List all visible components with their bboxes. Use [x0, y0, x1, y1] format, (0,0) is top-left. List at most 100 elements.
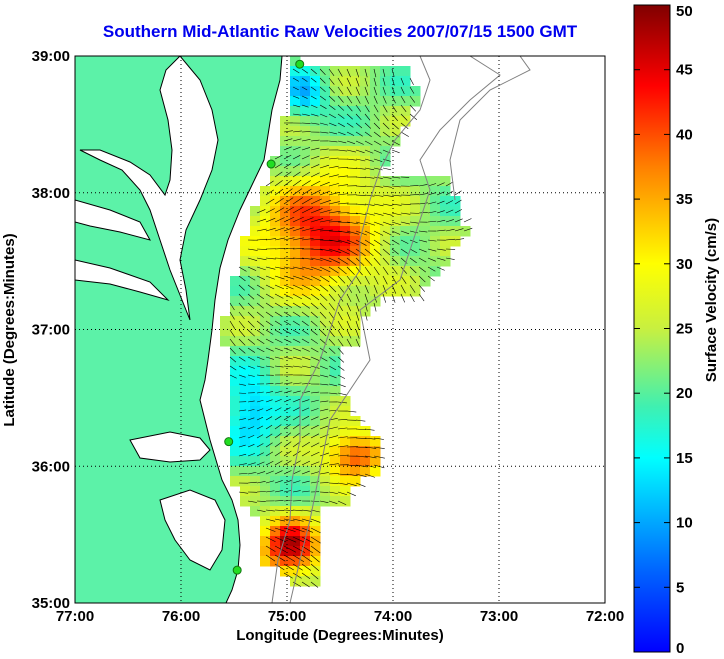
station-marker — [266, 159, 276, 169]
velocity-cell — [360, 466, 371, 477]
velocity-cell — [290, 366, 301, 377]
velocity-cell — [390, 136, 401, 147]
velocity-cell — [310, 116, 321, 127]
velocity-cell — [260, 356, 271, 367]
velocity-vector — [265, 257, 276, 260]
velocity-vector — [283, 320, 292, 326]
velocity-cell — [310, 106, 321, 117]
velocity-vector — [454, 199, 462, 205]
velocity-cell — [330, 96, 341, 107]
velocity-cell — [240, 466, 251, 477]
velocity-cell — [310, 436, 321, 447]
velocity-cell — [270, 376, 281, 387]
velocity-vector — [301, 424, 310, 430]
velocity-cell — [400, 96, 411, 107]
velocity-vector — [454, 209, 463, 214]
velocity-vector — [274, 509, 285, 511]
velocity-vector — [346, 266, 355, 275]
velocity-vector — [373, 122, 381, 130]
velocity-vector — [400, 86, 405, 95]
velocity-vector — [364, 464, 377, 468]
velocity-cell — [340, 266, 351, 277]
delmarva-peninsula — [75, 56, 283, 603]
velocity-vector — [355, 329, 360, 339]
velocity-cell — [320, 226, 331, 237]
velocity-vector — [409, 221, 419, 224]
velocity-vector — [418, 202, 428, 205]
velocity-cell — [330, 376, 341, 387]
velocity-vector — [355, 122, 363, 129]
velocity-vector — [319, 248, 333, 252]
velocity-cell — [300, 426, 311, 437]
velocity-vector — [328, 275, 338, 283]
velocity-cell — [280, 406, 291, 417]
velocity-vector — [247, 275, 256, 281]
velocity-vector — [301, 197, 313, 205]
velocity-vector — [400, 221, 410, 225]
velocity-vector — [391, 104, 397, 113]
velocity-vector — [364, 149, 374, 154]
velocity-vector — [328, 210, 341, 214]
velocity-cell — [250, 426, 261, 437]
x-tick-label: 77:00 — [56, 608, 94, 625]
velocity-cell — [280, 226, 291, 237]
velocity-vector — [265, 320, 274, 327]
velocity-cell — [390, 216, 401, 227]
velocity-cell — [450, 196, 461, 207]
velocity-cell — [230, 306, 241, 317]
velocity-vector — [400, 104, 407, 113]
velocity-vector — [301, 407, 310, 412]
velocity-vector — [301, 86, 308, 91]
velocity-vector — [373, 104, 379, 113]
velocity-vector — [382, 230, 392, 236]
velocity-cell — [290, 106, 301, 117]
velocity-cell — [250, 336, 261, 347]
velocity-vector — [274, 247, 286, 250]
velocity-cell — [250, 296, 261, 307]
velocity-cell — [410, 266, 421, 277]
velocity-vector — [238, 275, 246, 282]
velocity-cell — [350, 186, 361, 197]
velocity-cell — [400, 216, 411, 227]
velocity-vector — [292, 257, 304, 260]
velocity-cell — [320, 476, 331, 487]
velocity-cell — [270, 246, 281, 257]
velocity-cell — [340, 456, 351, 467]
velocity-cell — [230, 426, 241, 437]
velocity-vector — [292, 320, 300, 326]
velocity-vector — [265, 451, 274, 457]
velocity-vector — [310, 338, 318, 344]
velocity-vector — [400, 113, 408, 121]
velocity-vector — [409, 185, 419, 187]
velocity-vector — [364, 446, 377, 449]
velocity-cell — [360, 106, 371, 117]
velocity-vector — [283, 470, 292, 475]
velocity-cell — [260, 346, 271, 357]
velocity-cell — [320, 386, 331, 397]
velocity-cell — [360, 76, 371, 87]
velocity-cell — [290, 536, 301, 547]
velocity-vector — [301, 188, 312, 196]
velocity-vector — [256, 257, 267, 261]
velocity-vector — [292, 197, 303, 205]
velocity-vector — [301, 545, 314, 554]
velocity-vector — [292, 130, 302, 133]
velocity-cell — [390, 236, 401, 247]
velocity-cell — [410, 246, 421, 257]
velocity-cell — [320, 156, 331, 167]
velocity-vector — [373, 131, 381, 138]
velocity-vector — [238, 329, 246, 338]
velocity-vector — [265, 329, 274, 335]
velocity-cell — [340, 176, 351, 187]
velocity-vector — [427, 211, 437, 214]
velocity-cell — [370, 136, 381, 147]
velocity-cell — [300, 146, 311, 157]
velocity-cell — [330, 296, 341, 307]
velocity-cell — [330, 166, 341, 177]
velocity-cell — [410, 176, 421, 187]
velocity-vector — [337, 167, 348, 169]
velocity-cell — [280, 136, 291, 147]
x-tick-label: 75:00 — [268, 608, 306, 625]
velocity-vector — [301, 563, 312, 571]
